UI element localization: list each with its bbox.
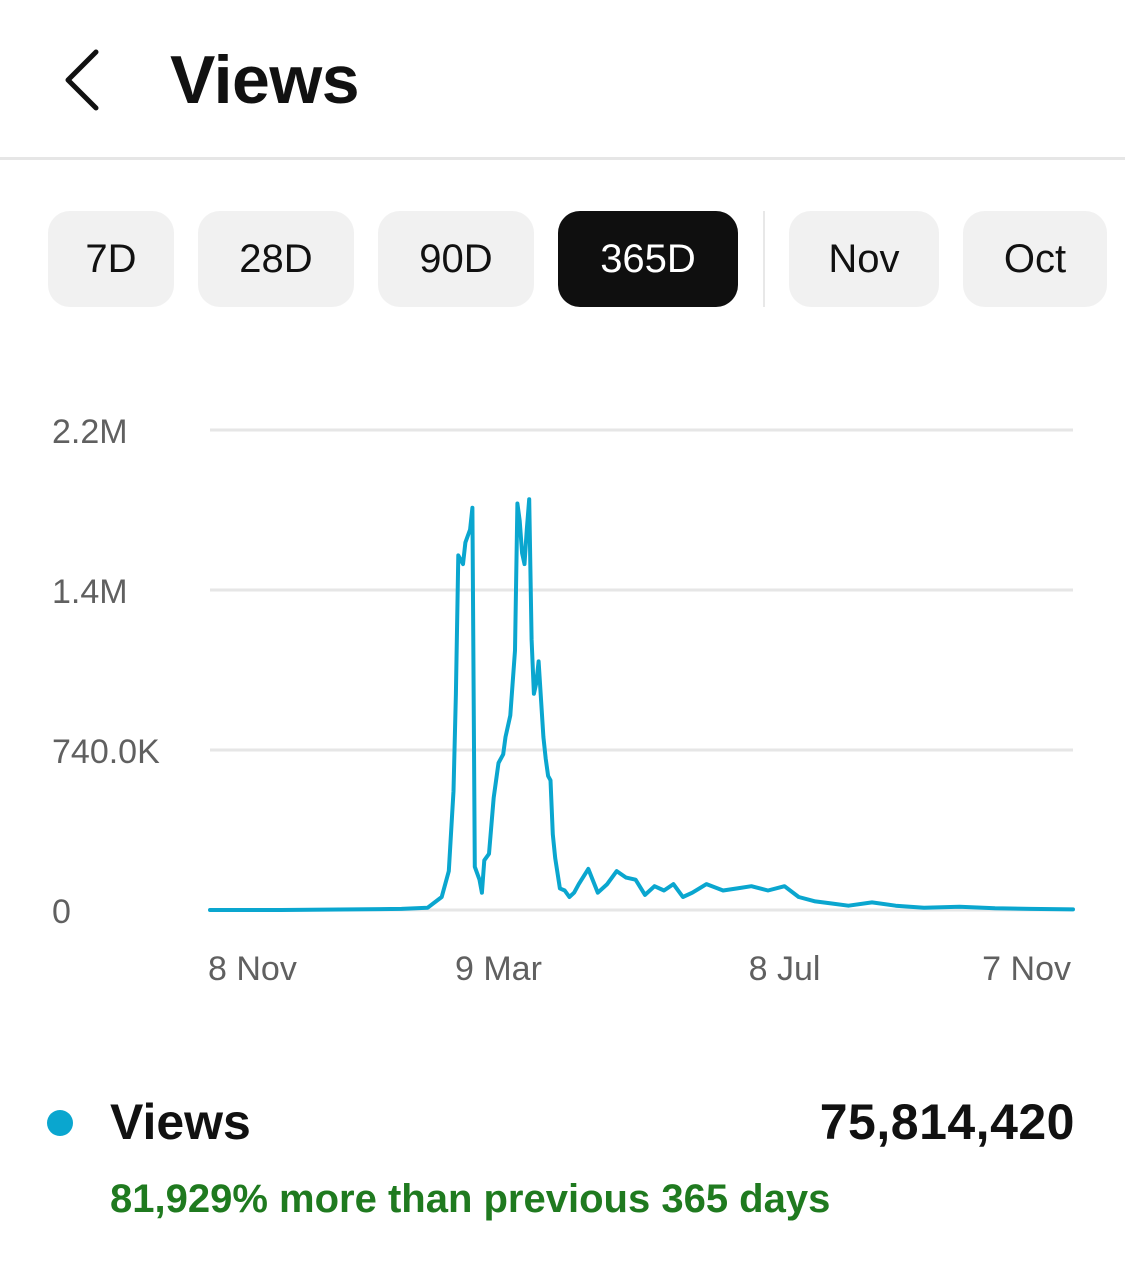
chevron-left-icon (65, 49, 99, 111)
tab-365d[interactable]: 365D (558, 211, 738, 307)
series-line-views (208, 497, 1075, 912)
y-tick-label: 1.4M (52, 573, 128, 611)
x-tick-label: 8 Jul (749, 950, 821, 988)
views-chart: 0 740.0K 1.4M 2.2M 8 Nov 9 Mar 8 Jul 7 Nov (0, 380, 1125, 1020)
x-tick-label: 9 Mar (455, 950, 542, 988)
tab-nov[interactable]: Nov (789, 211, 939, 307)
y-tick-label: 740.0K (52, 733, 160, 771)
line-chart: 0 740.0K 1.4M 2.2M 8 Nov 9 Mar 8 Jul 7 Nov (52, 413, 1075, 988)
y-tick-label: 0 (52, 893, 71, 931)
y-tick-label: 2.2M (52, 413, 128, 451)
tab-7d[interactable]: 7D (48, 211, 174, 307)
x-tick-label: 8 Nov (208, 950, 297, 988)
legend-dot (47, 1110, 73, 1136)
metric-value: 75,814,420 (819, 1094, 1075, 1150)
metric-change: 81,929% more than previous 365 days (110, 1177, 831, 1221)
metric-label: Views (110, 1094, 251, 1150)
x-tick-label: 7 Nov (982, 950, 1071, 988)
tab-oct[interactable]: Oct (963, 211, 1107, 307)
top-bar: Views (0, 0, 1125, 160)
page-title: Views (170, 42, 360, 118)
back-button[interactable] (52, 40, 122, 120)
tab-divider (763, 211, 765, 307)
tab-28d[interactable]: 28D (198, 211, 354, 307)
tab-90d[interactable]: 90D (378, 211, 534, 307)
